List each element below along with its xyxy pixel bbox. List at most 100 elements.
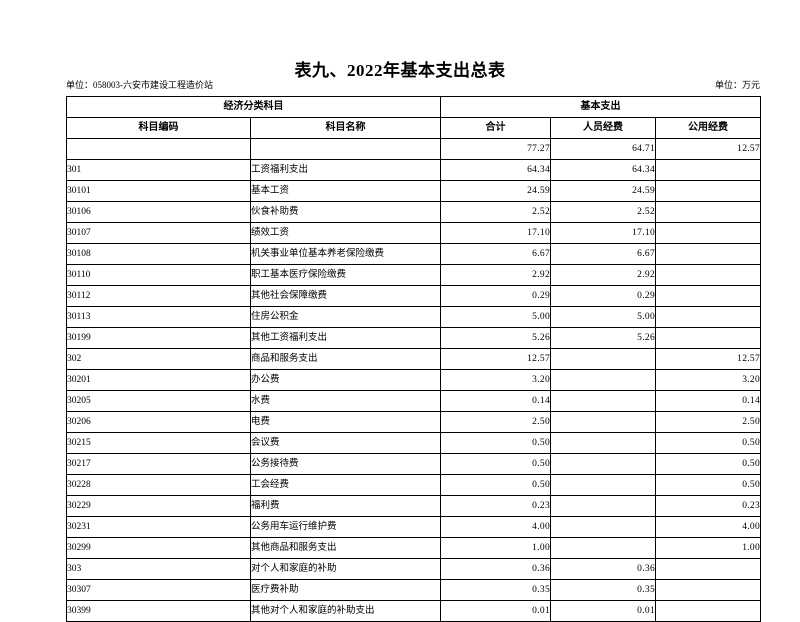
cell-public-expense: 2.50 (654, 411, 762, 433)
cell-total: 6.67 (440, 243, 551, 265)
cell-total: 12.57 (440, 348, 551, 370)
cell-public-expense (654, 201, 762, 223)
cell-subject-code: 30110 (66, 264, 251, 286)
table-row: 30399 其他对个人和家庭的补助支出 0.01 0.01 (66, 600, 762, 622)
cell-subject-name: 办公费 (250, 369, 441, 391)
table-row: 30231 公务用车运行维护费 4.00 4.00 (66, 516, 762, 538)
cell-personnel-expense: 24.59 (550, 180, 656, 202)
basic-expenditure-table: 经济分类科目 基本支出 科目编码 科目名称 合计 人员经费 公用经费 77.27… (66, 96, 762, 622)
cell-public-expense (654, 306, 762, 328)
column-header-personnel: 人员经费 (550, 117, 656, 139)
cell-personnel-expense (550, 516, 656, 538)
cell-subject-code: 30113 (66, 306, 251, 328)
cell-subject-name: 绩效工资 (250, 222, 441, 244)
cell-personnel-expense: 0.35 (550, 579, 656, 601)
cell-subject-name: 基本工资 (250, 180, 441, 202)
cell-total: 3.20 (440, 369, 551, 391)
cell-subject-code: 30215 (66, 432, 251, 454)
column-header-public: 公用经费 (654, 117, 762, 139)
group-header-basic-expenditure: 基本支出 (439, 96, 762, 118)
cell-subject-name: 医疗费补助 (250, 579, 441, 601)
table-head: 经济分类科目 基本支出 科目编码 科目名称 合计 人员经费 公用经费 (66, 96, 762, 139)
table-row: 30101 基本工资 24.59 24.59 (66, 180, 762, 202)
cell-total: 0.23 (440, 495, 551, 517)
cell-subject-name: 对个人和家庭的补助 (250, 558, 441, 580)
cell-total: 77.27 (440, 138, 551, 160)
cell-personnel-expense (550, 537, 656, 559)
cell-subject-name: 会议费 (250, 432, 441, 454)
table-row: 30307 医疗费补助 0.35 0.35 (66, 579, 762, 601)
cell-subject-code: 30106 (66, 201, 251, 223)
currency-unit-label: 单位：万元 (714, 80, 760, 90)
cell-subject-name: 其他工资福利支出 (250, 327, 441, 349)
cell-public-expense: 12.57 (654, 348, 762, 370)
cell-subject-code: 30199 (66, 327, 251, 349)
cell-public-expense: 0.50 (654, 474, 762, 496)
cell-public-expense (654, 579, 762, 601)
group-header-economic-classification: 经济分类科目 (66, 96, 441, 118)
cell-personnel-expense: 17.10 (550, 222, 656, 244)
table-row: 30112 其他社会保障缴费 0.29 0.29 (66, 285, 762, 307)
table-column-header-row: 科目编码 科目名称 合计 人员经费 公用经费 (66, 117, 762, 139)
cell-subject-name: 福利费 (250, 495, 441, 517)
cell-public-expense (654, 264, 762, 286)
cell-subject-name: 伙食补助费 (250, 201, 441, 223)
page-title: 表九、2022年基本支出总表 (294, 61, 506, 80)
cell-personnel-expense (550, 390, 656, 412)
cell-total: 0.35 (440, 579, 551, 601)
cell-subject-name: 电费 (250, 411, 441, 433)
cell-total: 2.92 (440, 264, 551, 286)
cell-total: 0.29 (440, 285, 551, 307)
cell-total: 0.50 (440, 474, 551, 496)
cell-personnel-expense: 6.67 (550, 243, 656, 265)
cell-total: 64.34 (440, 159, 551, 181)
table-row: 30108 机关事业单位基本养老保险缴费 6.67 6.67 (66, 243, 762, 265)
cell-subject-code: 303 (66, 558, 251, 580)
cell-subject-code: 30108 (66, 243, 251, 265)
cell-personnel-expense: 5.00 (550, 306, 656, 328)
cell-subject-name (250, 138, 441, 160)
cell-public-expense: 1.00 (654, 537, 762, 559)
cell-personnel-expense: 0.01 (550, 600, 656, 622)
table-row: 301 工资福利支出 64.34 64.34 (66, 159, 762, 181)
cell-subject-name: 工会经费 (250, 474, 441, 496)
cell-personnel-expense: 5.26 (550, 327, 656, 349)
table-row: 30113 住房公积金 5.00 5.00 (66, 306, 762, 328)
cell-subject-code: 30107 (66, 222, 251, 244)
cell-subject-name: 公务用车运行维护费 (250, 516, 441, 538)
cell-subject-code: 301 (66, 159, 251, 181)
cell-personnel-expense (550, 411, 656, 433)
cell-subject-code: 302 (66, 348, 251, 370)
cell-subject-code: 30228 (66, 474, 251, 496)
cell-total: 0.14 (440, 390, 551, 412)
unit-name-label: 单位：058003-六安市建设工程造价站 (66, 80, 213, 90)
cell-total: 0.36 (440, 558, 551, 580)
cell-total: 17.10 (440, 222, 551, 244)
table-row: 30205 水费 0.14 0.14 (66, 390, 762, 412)
cell-public-expense (654, 600, 762, 622)
cell-public-expense: 12.57 (654, 138, 762, 160)
table-row: 303 对个人和家庭的补助 0.36 0.36 (66, 558, 762, 580)
column-header-name: 科目名称 (250, 117, 441, 139)
cell-subject-code: 30205 (66, 390, 251, 412)
cell-subject-code: 30201 (66, 369, 251, 391)
cell-subject-name: 其他商品和服务支出 (250, 537, 441, 559)
cell-personnel-expense: 64.34 (550, 159, 656, 181)
cell-subject-name: 职工基本医疗保险缴费 (250, 264, 441, 286)
budget-table-container: 经济分类科目 基本支出 科目编码 科目名称 合计 人员经费 公用经费 77.27… (66, 96, 762, 622)
cell-personnel-expense: 0.36 (550, 558, 656, 580)
cell-total: 0.50 (440, 432, 551, 454)
table-row: 30107 绩效工资 17.10 17.10 (66, 222, 762, 244)
cell-personnel-expense (550, 432, 656, 454)
cell-subject-code: 30206 (66, 411, 251, 433)
cell-public-expense: 0.50 (654, 432, 762, 454)
cell-subject-code: 30217 (66, 453, 251, 475)
table-row: 302 商品和服务支出 12.57 12.57 (66, 348, 762, 370)
cell-subject-code: 30101 (66, 180, 251, 202)
cell-total: 5.26 (440, 327, 551, 349)
table-row: 30206 电费 2.50 2.50 (66, 411, 762, 433)
cell-personnel-expense (550, 369, 656, 391)
cell-personnel-expense (550, 348, 656, 370)
cell-public-expense: 4.00 (654, 516, 762, 538)
